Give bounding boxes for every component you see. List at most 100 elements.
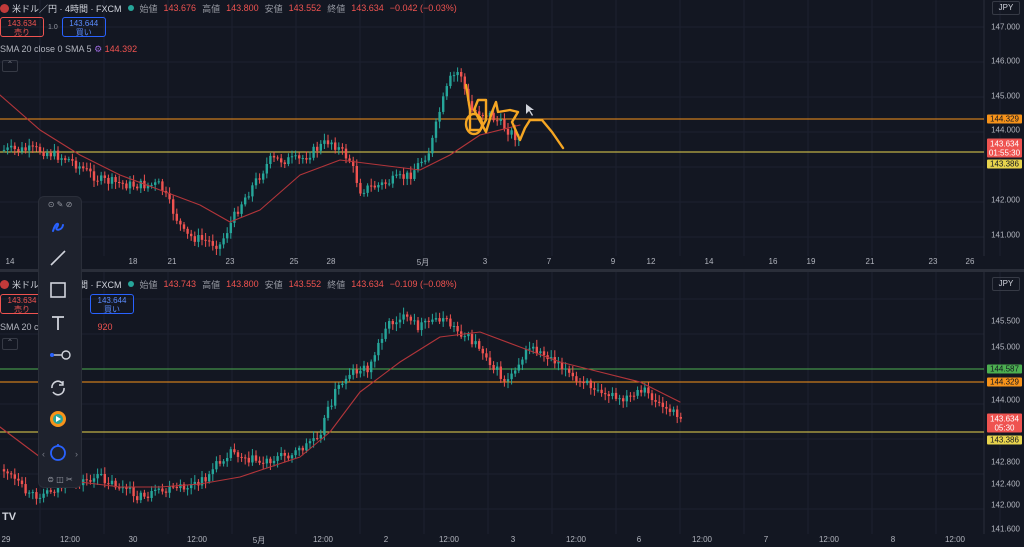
chart-canvas-top[interactable] bbox=[0, 0, 1024, 270]
open-label: 始値 bbox=[139, 279, 158, 290]
rectangle-icon[interactable] bbox=[48, 280, 72, 304]
candle-body bbox=[31, 145, 34, 147]
prev-arrow-icon[interactable]: ‹ bbox=[42, 449, 45, 459]
x-tick: 7 bbox=[546, 257, 552, 266]
connector-icon[interactable] bbox=[48, 345, 72, 369]
candle-body bbox=[193, 481, 196, 485]
candle-body bbox=[226, 233, 229, 239]
candle-body bbox=[654, 400, 657, 402]
timer-icon[interactable] bbox=[48, 442, 72, 466]
candle-body bbox=[650, 393, 654, 401]
candle-body bbox=[247, 457, 250, 463]
candle-body bbox=[323, 140, 326, 144]
candle-body bbox=[481, 115, 484, 117]
candle-body bbox=[589, 380, 592, 389]
candle-body bbox=[539, 351, 542, 354]
candle-body bbox=[524, 349, 528, 360]
candle-body bbox=[568, 368, 571, 373]
candle-body bbox=[470, 101, 474, 111]
candle-body bbox=[427, 153, 430, 161]
toolbar-footer-icons[interactable]: ⊜ ◫ ✂ bbox=[47, 475, 73, 484]
candle-body bbox=[132, 487, 135, 497]
candle-body bbox=[377, 342, 380, 356]
price-axis-bottom[interactable]: 145.500 145.000 144.000 142.800 142.400 … bbox=[986, 272, 1024, 534]
pen-icon[interactable] bbox=[48, 217, 72, 241]
candle-body bbox=[301, 158, 304, 160]
change-value: −0.109 (−0.08%) bbox=[389, 279, 457, 289]
candle-body bbox=[157, 488, 160, 490]
time-axis-top[interactable]: 14 15 18 21 23 25 28 5月 3 7 9 12 14 16 1… bbox=[0, 257, 980, 269]
candle-body bbox=[265, 458, 268, 464]
symbol-label[interactable]: 米ドル／円 · 4時間 · FXCM bbox=[0, 2, 122, 15]
candle-body bbox=[388, 183, 391, 185]
candle-body bbox=[96, 180, 99, 182]
x-tick: 3 bbox=[482, 257, 488, 266]
candle-body bbox=[463, 76, 466, 89]
currency-label[interactable]: JPY bbox=[992, 1, 1020, 15]
text-icon[interactable] bbox=[48, 313, 72, 337]
record-icon[interactable] bbox=[48, 409, 72, 433]
currency-label[interactable]: JPY bbox=[992, 277, 1020, 291]
candle-body bbox=[110, 480, 114, 485]
tradingview-logo[interactable]: TV bbox=[2, 511, 17, 523]
candle-body bbox=[301, 447, 304, 451]
candle-body bbox=[398, 319, 402, 323]
x-tick: 7 bbox=[763, 535, 769, 544]
collapse-legend-button[interactable]: ⌃ bbox=[2, 60, 18, 72]
x-tick: 18 bbox=[128, 257, 138, 266]
buy-button[interactable]: 143.644 買い bbox=[61, 17, 106, 37]
candle-body bbox=[622, 398, 625, 402]
sma-legend-top[interactable]: SMA 20 close 0 SMA 5 ⚙ 144.392 bbox=[0, 44, 138, 54]
candle-body bbox=[161, 181, 164, 192]
candle-body bbox=[665, 406, 668, 409]
candle-body bbox=[247, 196, 250, 198]
candle-body bbox=[182, 224, 186, 229]
toolbar-header[interactable]: ⊙ ✎ ⊘ bbox=[47, 200, 73, 209]
candle-body bbox=[168, 486, 171, 493]
candle-body bbox=[139, 180, 142, 189]
candle-body bbox=[409, 316, 412, 321]
rotate-icon[interactable] bbox=[48, 378, 72, 402]
x-tick: 14 bbox=[704, 257, 714, 266]
candle-body bbox=[67, 159, 70, 161]
collapse-legend-button[interactable]: ⌃ bbox=[2, 338, 18, 350]
sell-button[interactable]: 143.634 売り bbox=[0, 17, 44, 37]
candle-body bbox=[474, 341, 477, 345]
x-tick: 12:00 bbox=[312, 535, 334, 544]
next-arrow-icon[interactable]: › bbox=[75, 449, 78, 459]
time-axis-bottom[interactable]: 29 12:00 30 12:00 5月 12:00 2 12:00 3 12:… bbox=[0, 535, 980, 547]
candle-body bbox=[240, 456, 243, 458]
candle-body bbox=[125, 487, 128, 489]
candle-body bbox=[136, 496, 139, 501]
line-icon[interactable] bbox=[48, 248, 72, 272]
price-axis-top[interactable]: 147.000 146.000 145.000 144.000 143.000 … bbox=[986, 0, 1024, 256]
candle-body bbox=[208, 240, 211, 242]
sma-line bbox=[0, 94, 521, 223]
candle-body bbox=[305, 158, 308, 160]
pane-divider[interactable] bbox=[0, 269, 1024, 272]
x-tick: 23 bbox=[225, 257, 235, 266]
x-tick: 21 bbox=[865, 257, 875, 266]
candle-body bbox=[103, 175, 106, 178]
candle-body bbox=[625, 395, 628, 402]
price-tag-current: 143.634 01:55:30 bbox=[987, 138, 1022, 158]
chart-pane-top[interactable]: 米ドル／円 · 4時間 · FXCM 始値 143.676 高値 143.800 安… bbox=[0, 0, 1024, 270]
candle-body bbox=[614, 392, 618, 399]
candle-body bbox=[182, 484, 186, 490]
buy-button[interactable]: 143.644 買い bbox=[90, 294, 134, 314]
sma-legend-bottom[interactable]: SMA 20 close 920 bbox=[0, 322, 113, 332]
x-tick: 30 bbox=[128, 535, 138, 544]
chart-canvas-bottom[interactable] bbox=[0, 272, 1024, 547]
y-tick: 147.000 bbox=[991, 22, 1020, 32]
candle-body bbox=[560, 362, 564, 370]
settings-icon[interactable]: ⚙ bbox=[94, 44, 103, 54]
drawing-toolbar[interactable]: ⊙ ✎ ⊘ ‹ › ⊜ ◫ ✂ bbox=[38, 196, 82, 488]
candle-body bbox=[24, 147, 27, 151]
candle-body bbox=[344, 148, 348, 159]
candle-body bbox=[402, 314, 405, 320]
candle-body bbox=[290, 156, 294, 158]
candle-body bbox=[17, 149, 20, 152]
candle-body bbox=[481, 348, 484, 354]
y-tick: 142.400 bbox=[991, 479, 1020, 489]
